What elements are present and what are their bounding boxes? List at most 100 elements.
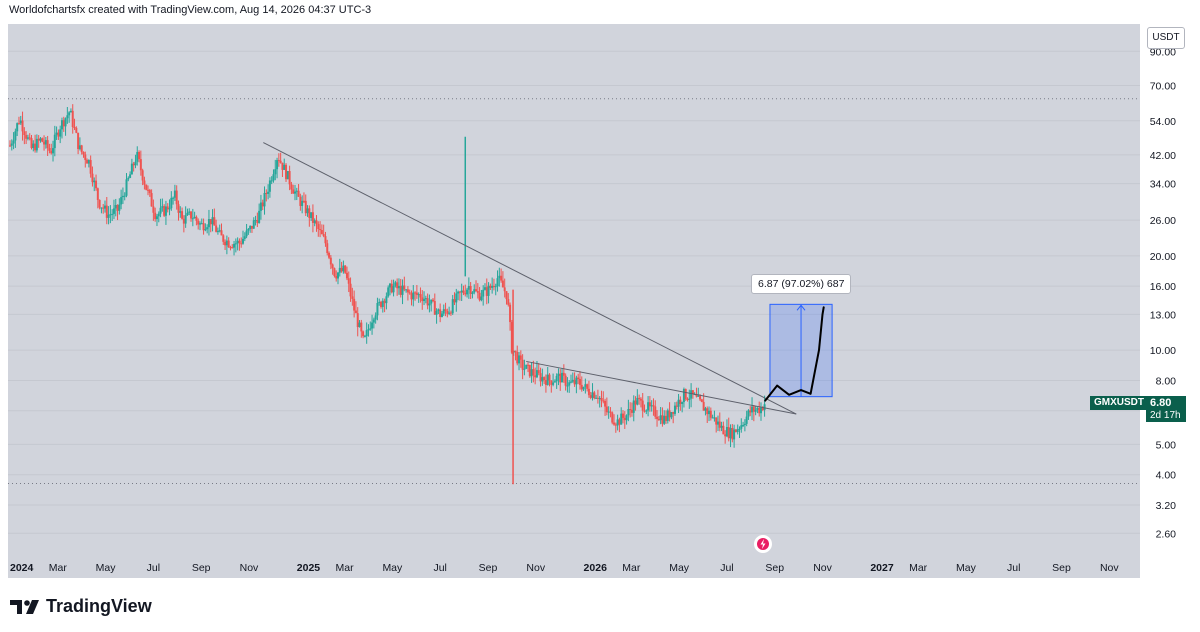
candle (424, 295, 427, 304)
candle-body (134, 161, 137, 166)
range-lines (8, 98, 1140, 484)
candle (557, 368, 560, 386)
candle (442, 304, 445, 316)
candle (164, 200, 167, 225)
candle-body (105, 205, 108, 218)
candle-body (727, 427, 730, 439)
candle (281, 162, 284, 178)
candle (526, 362, 529, 373)
candle (181, 207, 184, 220)
candle-body (690, 390, 693, 399)
candle (234, 238, 237, 253)
candle-body (91, 173, 94, 183)
candle-body (86, 160, 89, 164)
candle-body (89, 160, 92, 174)
candle (10, 139, 13, 151)
candle-body (740, 425, 743, 429)
candle-body (102, 207, 105, 209)
candle (654, 400, 657, 420)
candle (132, 161, 135, 172)
candle (139, 150, 142, 176)
candle (433, 293, 436, 315)
candle-body (166, 206, 169, 210)
price-chart[interactable]: 2024 Mar May Jul Sep Nov 2025 Mar May Jul Sep Nov 20… (8, 24, 1140, 578)
candle-body (514, 350, 517, 352)
candle-body (17, 123, 20, 125)
candle-body (645, 410, 648, 412)
candle (191, 208, 194, 227)
candle (283, 158, 286, 170)
candle-body (754, 409, 757, 412)
candle-body (672, 412, 675, 414)
candle-body (190, 211, 193, 219)
candle (84, 151, 87, 168)
candle (559, 369, 562, 391)
candle-body (14, 131, 17, 141)
candle (471, 291, 474, 299)
candle-body (593, 392, 596, 399)
candle (202, 218, 205, 235)
flag-event-icon[interactable] (753, 534, 773, 554)
candle (392, 279, 395, 297)
candle (467, 277, 470, 299)
y-axis[interactable]: 2.603.204.005.006.408.0010.0013.0016.002… (1140, 24, 1200, 578)
candle-body (337, 272, 340, 279)
candle (614, 422, 617, 433)
candle (68, 111, 71, 123)
candle-body (573, 379, 576, 385)
candle (356, 307, 359, 337)
candle (711, 414, 714, 419)
candle-body (68, 112, 71, 116)
candle-body (647, 402, 650, 411)
y-tick-label: 13.00 (1150, 309, 1176, 321)
candle-body (245, 230, 248, 237)
candle-body (562, 372, 565, 376)
candle (449, 310, 452, 316)
candle-body (498, 275, 501, 279)
candle-body (233, 243, 236, 248)
candle-body (372, 319, 375, 323)
candle-body (78, 145, 81, 150)
candle-body (129, 174, 132, 178)
candle-body (738, 428, 741, 430)
candle-body (238, 240, 241, 244)
chart-area[interactable]: 2024 Mar May Jul Sep Nov 2025 Mar May Jul Sep Nov 20… (8, 24, 1140, 578)
candle (663, 410, 666, 426)
candle-body (380, 301, 383, 307)
candle (675, 401, 678, 410)
candle-body (526, 364, 529, 366)
candle (700, 398, 703, 403)
candle-body (360, 322, 363, 332)
candle-body (182, 218, 185, 224)
candle (207, 209, 210, 236)
candle (519, 350, 522, 368)
candle-body (681, 402, 684, 404)
candle (363, 334, 366, 338)
candle-body (761, 407, 764, 411)
candle-body (419, 294, 422, 298)
candle-body (164, 206, 167, 216)
candle-body (26, 137, 29, 139)
candle-body (428, 303, 431, 306)
candle (396, 278, 399, 296)
candle-body (331, 264, 334, 269)
candle (430, 299, 433, 312)
candle (498, 267, 501, 287)
candle-body (539, 373, 542, 382)
candle (476, 283, 479, 299)
candle-body (225, 240, 228, 246)
candle-body (388, 283, 391, 288)
candle (604, 398, 607, 416)
candle (333, 267, 336, 278)
candle (455, 288, 458, 312)
currency-badge[interactable]: USDT (1147, 27, 1185, 49)
candle-body (394, 282, 397, 286)
candle (182, 215, 185, 233)
candle (736, 424, 739, 435)
candle-body (471, 292, 474, 294)
candle (648, 396, 651, 412)
candle-body (501, 280, 504, 288)
candle (609, 407, 612, 418)
candle (247, 228, 250, 235)
candle-body (123, 195, 126, 197)
